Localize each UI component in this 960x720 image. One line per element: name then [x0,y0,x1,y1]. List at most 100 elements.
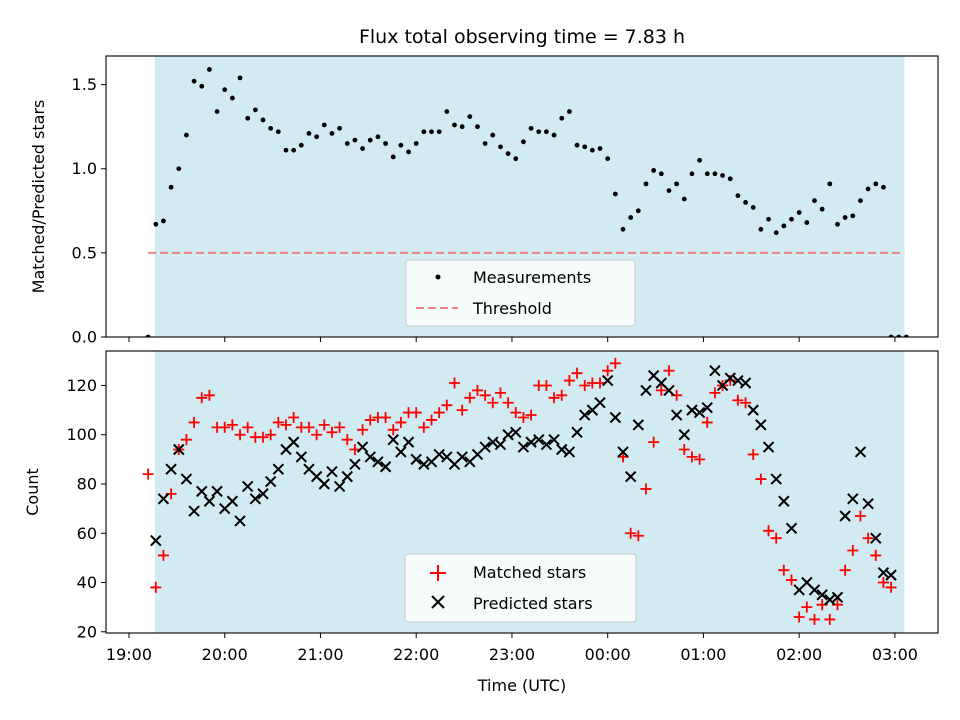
matched-star-point [870,549,882,561]
matched-star-point [180,434,192,446]
predicted-star-point [640,384,652,397]
matched-star-point [449,377,461,389]
legend-threshold-label: Threshold [472,299,552,318]
measurement-point [536,129,542,135]
y-tick-label: 40 [77,573,97,592]
matched-star-point [487,397,499,409]
predicted-star-point [556,443,568,456]
measurement-point [252,107,258,113]
predicted-star-point [173,443,185,456]
predicted-star-point [479,441,491,453]
bottom-plot-frame [105,350,939,634]
top-y-axis: 0.0 0.5 1.0 1.5 [72,75,106,347]
measurement-point [161,218,166,224]
matched-star-point [839,564,851,576]
predicted-star-point [701,401,713,414]
matched-star-point [609,357,621,369]
matched-star-point [426,414,438,426]
predicted-star-point [563,446,576,458]
matched-star-point [770,532,782,544]
predicted-star-point [824,594,836,606]
measurement-point [881,184,886,190]
predicted-star-point [487,436,499,448]
matched-star-point [854,510,866,522]
predicted-star-point [609,411,622,424]
matched-star-point [464,392,476,404]
measurement-point [360,146,365,151]
measurement-point [153,221,159,227]
matched-star-point [525,409,537,421]
measurement-point [781,223,787,229]
predicted-star-point [364,451,376,463]
predicted-star-point [326,465,338,478]
top-plot-frame [105,55,939,338]
measurement-point [367,137,373,143]
x-tick-label: 00:00 [585,645,631,664]
y-tick-label: 1.5 [72,75,97,94]
matched-star-point [732,394,744,406]
measurement-point [904,334,909,337]
predicted-star-point [165,463,177,475]
measurement-point [475,124,480,130]
measurement-point [375,134,381,140]
predicted-star-point [632,419,645,431]
matched-star-point [380,411,392,423]
predicted-star-point [188,505,200,517]
measurement-point [566,109,572,114]
predicted-star-point [885,569,897,581]
measurement-point [337,125,343,131]
legend-matched-marker [430,565,446,581]
matched-star-point [808,613,820,625]
predicted-star-point [402,436,415,448]
measurement-point [796,210,802,215]
matched-star-point [778,564,790,576]
predicted-star-point [372,456,384,468]
predicted-star-point [264,475,277,488]
predicted-star-point [678,429,690,441]
x-axis-label: Time (UTC) [477,676,566,695]
matched-star-point [625,527,637,539]
predicted-star-point [594,397,606,409]
predicted-star-point [579,409,591,421]
bottom-y-axis: 20 40 60 80 100 120 [66,376,106,641]
y-tick-label: 120 [66,376,97,395]
matched-star-point [824,613,836,625]
predicted-star-point [333,480,346,493]
top-data-marks [145,67,909,337]
measurement-point [513,156,519,162]
measurement-point [842,215,848,220]
measurement-point [528,125,534,131]
measurement-point [589,147,595,153]
measurement-point [383,141,388,146]
measurement-point [398,142,404,148]
matched-star-point [395,416,407,428]
predicted-star-point [770,473,782,485]
matched-star-point [357,424,369,436]
measurement-point [551,132,557,138]
predicted-star-point [418,458,430,471]
measurement-point [574,142,580,148]
predicted-star-point [356,441,369,453]
measurement-point [237,75,243,81]
y-tick-label: 0.0 [72,328,97,347]
bottom-x-axis: 19:00 20:00 21:00 22:00 23:00 00:00 01:00 02:00… [106,633,918,664]
measurement-point [199,83,205,89]
measurement-point [605,156,611,162]
measurement-point [452,122,457,128]
matched-star-point [686,451,698,463]
x-tick-label: 02:00 [776,645,822,664]
measurement-point [145,334,151,337]
matched-star-point [632,530,644,542]
measurement-point [635,208,641,214]
measurement-point [643,181,649,187]
y-tick-label: 80 [77,474,97,493]
predicted-star-point [670,409,683,421]
matched-star-point [540,379,552,391]
matched-star-point [877,577,889,589]
matched-star-point [663,365,675,377]
measurement-point [612,191,618,197]
matched-star-point [793,611,805,623]
measurement-point [651,168,657,173]
matched-star-point [280,419,292,431]
matched-star-point [655,384,667,396]
